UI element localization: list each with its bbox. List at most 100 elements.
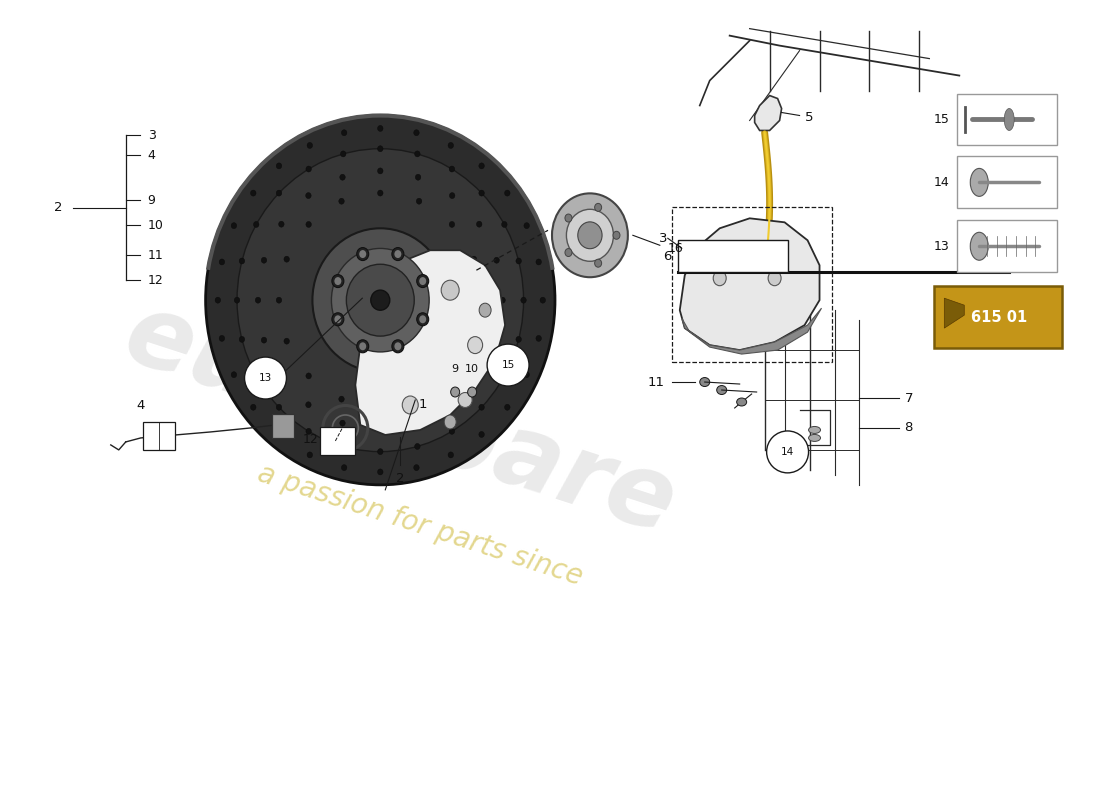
- Ellipse shape: [478, 404, 484, 410]
- Text: 14: 14: [934, 176, 949, 189]
- Ellipse shape: [255, 297, 261, 303]
- Ellipse shape: [395, 250, 402, 258]
- Ellipse shape: [276, 190, 282, 196]
- Ellipse shape: [276, 404, 282, 410]
- Text: 12: 12: [147, 274, 164, 286]
- Ellipse shape: [471, 256, 476, 262]
- Ellipse shape: [536, 335, 541, 342]
- Text: 14: 14: [781, 447, 794, 457]
- Ellipse shape: [392, 340, 404, 353]
- Ellipse shape: [219, 259, 224, 265]
- Ellipse shape: [468, 337, 483, 354]
- Ellipse shape: [478, 163, 484, 169]
- Ellipse shape: [392, 247, 404, 261]
- Ellipse shape: [371, 290, 389, 310]
- Ellipse shape: [377, 404, 383, 410]
- Bar: [957, 157, 1057, 208]
- Ellipse shape: [459, 393, 472, 407]
- Text: a passion for parts since: a passion for parts since: [254, 459, 586, 590]
- Bar: [957, 94, 1057, 146]
- Circle shape: [244, 357, 286, 399]
- Ellipse shape: [373, 115, 387, 485]
- Text: 1: 1: [418, 398, 427, 411]
- Ellipse shape: [970, 169, 988, 196]
- Bar: [320, 427, 355, 455]
- Ellipse shape: [595, 203, 602, 211]
- Text: eurospare: eurospare: [112, 286, 688, 554]
- Ellipse shape: [520, 297, 526, 303]
- Text: 2: 2: [54, 202, 63, 214]
- Text: 12: 12: [302, 434, 318, 446]
- Text: 11: 11: [147, 249, 164, 262]
- Bar: [957, 220, 1057, 272]
- Ellipse shape: [395, 342, 402, 350]
- Ellipse shape: [524, 372, 529, 378]
- Ellipse shape: [480, 303, 491, 317]
- Ellipse shape: [566, 210, 614, 262]
- Ellipse shape: [334, 277, 341, 285]
- Text: 6: 6: [663, 250, 672, 262]
- Ellipse shape: [340, 420, 345, 426]
- Ellipse shape: [339, 198, 344, 204]
- Ellipse shape: [416, 396, 421, 402]
- Ellipse shape: [251, 404, 256, 410]
- Ellipse shape: [419, 315, 426, 323]
- Ellipse shape: [253, 222, 258, 227]
- Ellipse shape: [417, 313, 429, 326]
- Ellipse shape: [334, 315, 341, 323]
- Ellipse shape: [377, 426, 383, 433]
- Ellipse shape: [276, 163, 282, 169]
- Bar: [678, 240, 788, 272]
- Ellipse shape: [239, 258, 244, 264]
- Ellipse shape: [306, 373, 311, 379]
- Ellipse shape: [306, 222, 311, 227]
- Ellipse shape: [450, 402, 455, 408]
- Ellipse shape: [502, 222, 507, 227]
- Text: 10: 10: [147, 219, 164, 232]
- Bar: [672, 207, 832, 362]
- Ellipse shape: [360, 342, 366, 350]
- Ellipse shape: [377, 146, 383, 152]
- Text: 16: 16: [668, 242, 683, 254]
- Ellipse shape: [565, 214, 572, 222]
- Ellipse shape: [341, 151, 346, 157]
- Ellipse shape: [713, 270, 726, 286]
- Ellipse shape: [449, 428, 454, 434]
- Ellipse shape: [339, 396, 344, 402]
- Text: 9: 9: [147, 194, 155, 207]
- Text: 13: 13: [258, 373, 272, 383]
- Text: 3: 3: [659, 232, 668, 245]
- Ellipse shape: [231, 372, 236, 378]
- Polygon shape: [355, 250, 505, 435]
- Text: 10: 10: [465, 364, 480, 374]
- Ellipse shape: [717, 386, 727, 394]
- Ellipse shape: [374, 116, 388, 485]
- Ellipse shape: [307, 452, 312, 458]
- Ellipse shape: [524, 222, 529, 229]
- Ellipse shape: [471, 338, 476, 344]
- Ellipse shape: [565, 249, 572, 257]
- Bar: [143, 422, 175, 450]
- Ellipse shape: [494, 337, 499, 343]
- Ellipse shape: [516, 258, 521, 264]
- Ellipse shape: [444, 415, 456, 429]
- Ellipse shape: [578, 222, 602, 249]
- Ellipse shape: [306, 166, 311, 172]
- Ellipse shape: [276, 431, 282, 438]
- Ellipse shape: [377, 168, 383, 174]
- Ellipse shape: [808, 434, 821, 442]
- Ellipse shape: [499, 297, 505, 303]
- Text: 4: 4: [147, 149, 155, 162]
- Ellipse shape: [502, 373, 507, 379]
- Ellipse shape: [377, 469, 383, 475]
- Ellipse shape: [416, 198, 421, 204]
- Ellipse shape: [1004, 109, 1014, 130]
- Ellipse shape: [414, 130, 419, 136]
- Ellipse shape: [478, 431, 484, 438]
- Ellipse shape: [419, 277, 426, 285]
- Ellipse shape: [516, 336, 521, 342]
- Ellipse shape: [360, 250, 366, 258]
- Ellipse shape: [377, 190, 383, 196]
- Ellipse shape: [737, 398, 747, 406]
- Ellipse shape: [261, 258, 266, 263]
